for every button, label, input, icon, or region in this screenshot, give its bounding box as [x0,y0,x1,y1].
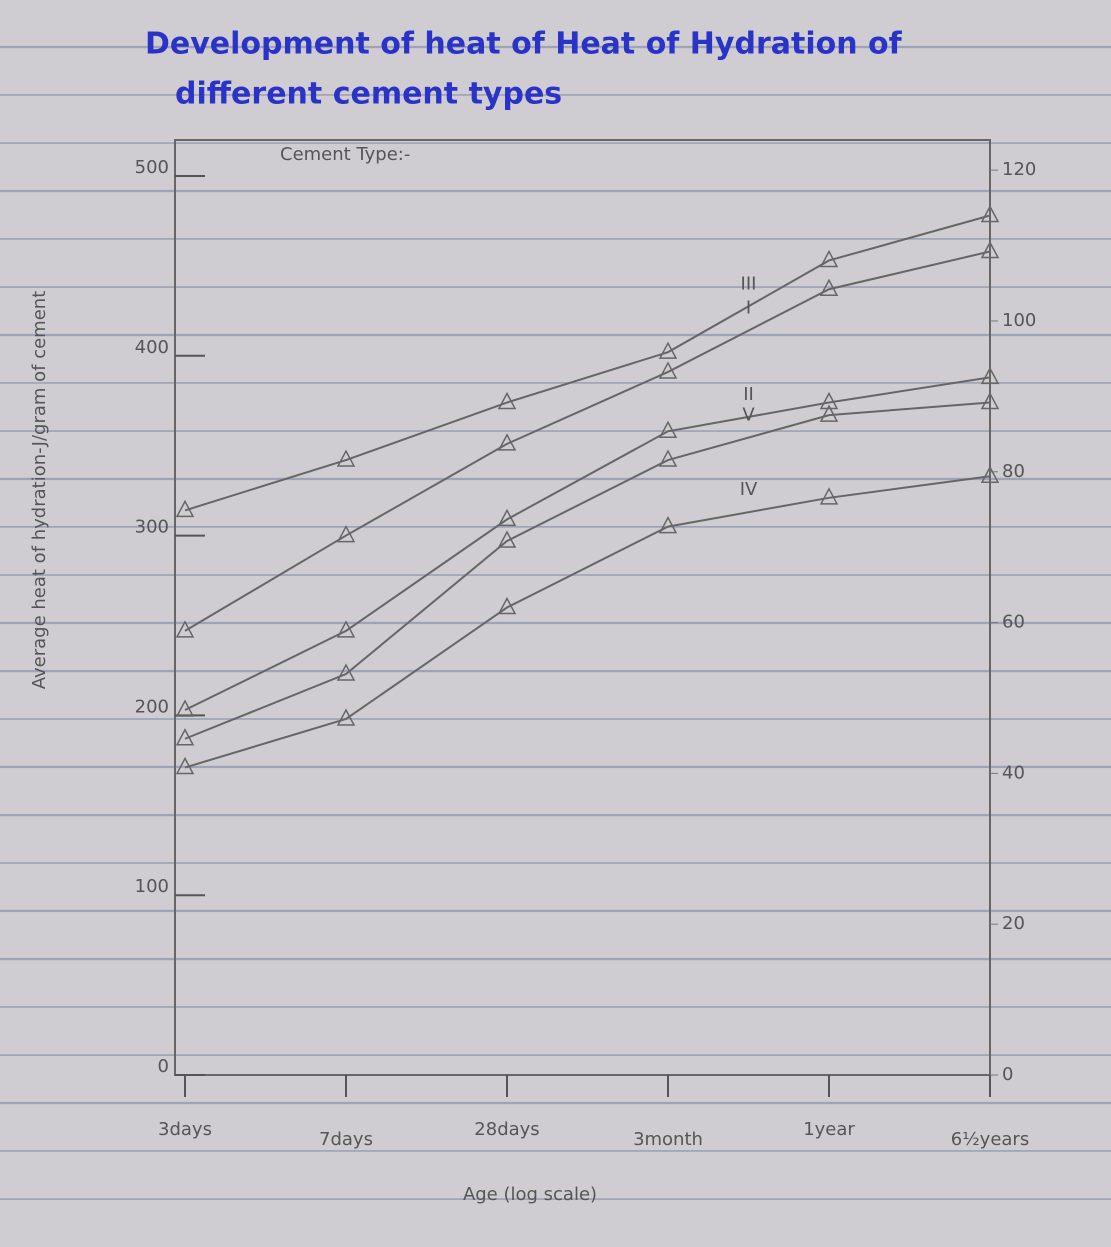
x-tick-label: 1year [803,1119,855,1140]
point-marker [338,665,354,680]
series-label: V [742,405,755,426]
series-line [185,216,990,511]
point-marker [177,622,193,637]
y2-tick-label: 60 [1002,612,1025,633]
legend-title: Cement Type:- [280,144,410,165]
y2-tick-label: 20 [1002,913,1025,934]
point-marker [660,363,676,378]
point-marker [338,710,354,725]
point-marker [660,343,676,358]
series-line [185,476,990,767]
chart-subtitle: different cement types [175,77,562,112]
series-line [185,403,990,739]
series-label: IV [740,479,758,500]
x-tick-label: 3month [633,1129,703,1150]
x-tick-label: 6½years [951,1129,1029,1150]
point-marker [177,701,193,716]
y-tick-label: 100 [135,876,169,897]
series-label: II [743,384,754,405]
chart: Development of heat of Heat of Hydration… [0,0,1111,1243]
chart-title: Development of heat of Heat of Hydration… [145,27,903,62]
x-tick-label: 7days [319,1129,373,1150]
y-tick-label: 300 [135,517,169,538]
y2-tick-label: 120 [1002,159,1036,180]
y2-tick-label: 80 [1002,461,1025,482]
y2-tick-label: 0 [1002,1064,1013,1085]
series-line [185,377,990,710]
y-tick-label: 500 [135,157,169,178]
y2-tick-label: 40 [1002,762,1025,783]
x-tick-label: 28days [474,1119,539,1140]
series-line [185,251,990,630]
x-axis-label: Age (log scale) [463,1184,597,1205]
series-label: I [746,298,751,319]
series-label: III [741,273,757,294]
page: Development of heat of Heat of Hydration… [0,0,1111,1243]
x-tick-label: 3days [158,1119,212,1140]
y-tick-label: 400 [135,337,169,358]
y-axis-label: Average heat of hydration-J/gram of ceme… [29,291,50,690]
y-tick-label: 200 [135,696,169,717]
y2-tick-label: 100 [1002,310,1036,331]
y-tick-label: 0 [158,1056,169,1077]
